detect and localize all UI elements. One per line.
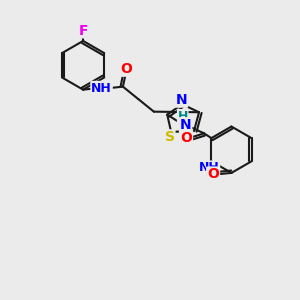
Text: NH: NH [199, 161, 219, 174]
Text: H: H [178, 110, 188, 123]
Text: F: F [78, 23, 88, 38]
Text: NH: NH [91, 82, 112, 95]
Text: N: N [176, 93, 187, 107]
Text: S: S [165, 130, 175, 144]
Text: N: N [180, 118, 191, 132]
Text: O: O [180, 131, 192, 145]
Text: O: O [207, 167, 219, 182]
Text: O: O [120, 62, 132, 76]
